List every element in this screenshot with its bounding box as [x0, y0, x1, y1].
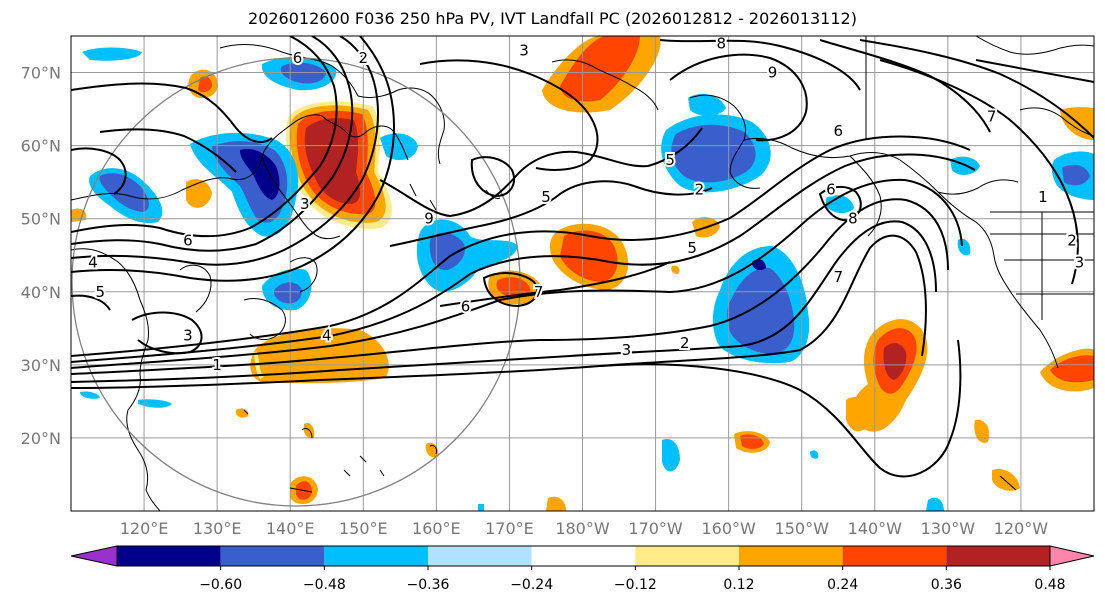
colorbar-segment	[324, 546, 428, 566]
lon-tick-label: 160°E	[412, 519, 461, 538]
contour-label: 9	[424, 210, 434, 228]
lon-tick-label: 170°E	[485, 519, 534, 538]
contour-label: 2	[359, 49, 369, 67]
map-frame	[70, 35, 1095, 512]
contour-label: 3	[519, 42, 529, 60]
contour-label: 1	[212, 356, 222, 374]
contour-label: 6	[183, 232, 193, 250]
colorbar-extend-low	[70, 545, 118, 567]
contour-label: 1	[1038, 188, 1048, 206]
contour-label: 3	[300, 195, 310, 213]
colorbar-label: −0.36	[407, 577, 450, 593]
contour-label: 3	[183, 327, 193, 345]
contour-label: 3	[1075, 254, 1085, 272]
contour-label: 5	[95, 283, 105, 301]
colorbar-label: −0.48	[303, 577, 346, 593]
lon-tick-label: 140°E	[266, 519, 315, 538]
colorbar-extend-high	[1049, 545, 1095, 567]
contour-label: 2	[695, 180, 705, 198]
contour-label: 6	[826, 180, 836, 198]
contour-label: 3	[622, 341, 632, 359]
colorbar-label: −0.12	[614, 577, 657, 593]
lon-tick-label: 170°W	[628, 519, 683, 538]
colorbar-segment	[635, 546, 739, 566]
colorbar-label: 0.36	[931, 577, 962, 593]
map-title: 2026012600 F036 250 hPa PV, IVT Landfall…	[248, 9, 857, 28]
lon-tick-label: 150°W	[775, 519, 830, 538]
contour-label: 5	[687, 239, 697, 257]
colorbar-segment	[117, 546, 221, 566]
colorbar-segment	[946, 546, 1050, 566]
colorbar-segment	[842, 546, 947, 566]
lon-tick-label: 130°E	[193, 519, 242, 538]
contour-label: 5	[665, 151, 675, 169]
colorbar-segment	[220, 546, 325, 566]
colorbar: −0.60 −0.48 −0.36 −0.24 −0.12 0.12 0.24 0.36 0.4…	[70, 545, 1095, 593]
lon-tick-label: 120°W	[994, 519, 1049, 538]
colorbar-label: 0.48	[1034, 577, 1065, 593]
contour-label: 7	[987, 107, 997, 125]
contour-label: 8	[848, 210, 858, 228]
lon-tick-label: 160°W	[701, 519, 756, 538]
negative-anomaly-east	[826, 151, 1094, 511]
colorbar-label: −0.24	[510, 577, 553, 593]
contour-label: 2	[680, 334, 690, 352]
colorbar-label: 0.24	[827, 577, 858, 593]
lat-tick-label: 70°N	[21, 64, 61, 83]
colorbar-segment	[739, 546, 843, 566]
contour-label: 9	[768, 64, 778, 82]
lon-tick-label: 140°W	[848, 519, 903, 538]
contour-label: 2	[1067, 232, 1077, 250]
colorbar-outline	[116, 545, 1051, 567]
lat-tick-label: 60°N	[21, 137, 61, 156]
lat-tick-label: 30°N	[21, 356, 61, 375]
contour-label: 4	[322, 327, 332, 345]
lat-tick-label: 20°N	[21, 429, 61, 448]
contour-label: 8	[717, 34, 727, 52]
lat-tick-label: 50°N	[21, 210, 61, 229]
contour-label: 7	[534, 283, 544, 301]
contour-label: 6	[461, 297, 471, 315]
lon-tick-label: 120°E	[120, 519, 169, 538]
colorbar-segment	[428, 546, 532, 566]
lat-tick-label: 40°N	[21, 283, 61, 302]
lon-tick-label: 180°W	[555, 519, 610, 538]
contour-label: 4	[88, 254, 98, 272]
pv-contours	[71, 36, 1094, 478]
latitude-tick-labels: 70°N 60°N 50°N 40°N 30°N 20°N	[21, 64, 61, 448]
lon-tick-label: 130°W	[921, 519, 976, 538]
contour-label: 7	[833, 268, 843, 286]
contour-label: 6	[293, 49, 303, 67]
colorbar-segment	[531, 546, 636, 566]
positive-anomaly-arctic	[188, 36, 661, 113]
contour-label: 6	[833, 122, 843, 140]
colorbar-label: 0.12	[723, 577, 754, 593]
longitude-tick-labels: 120°E 130°E 140°E 150°E 160°E 170°E 180°W 170°W…	[120, 519, 1049, 538]
lon-tick-label: 150°E	[339, 519, 388, 538]
colorbar-label: −0.60	[199, 577, 242, 593]
contour-label: 5	[541, 188, 551, 206]
range-ring	[71, 57, 521, 507]
